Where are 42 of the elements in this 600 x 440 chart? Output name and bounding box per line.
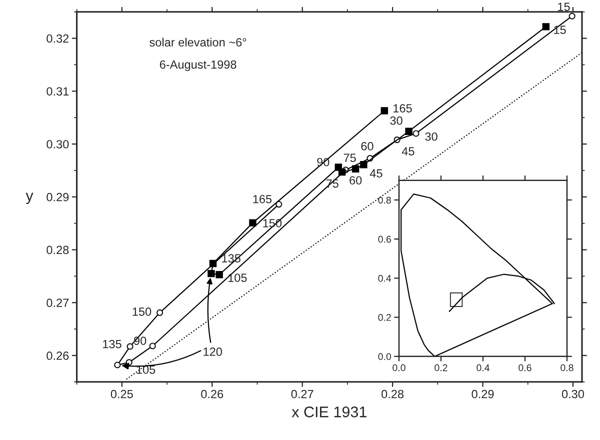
annotation: solar elevation ~6°: [150, 38, 246, 46]
y-tick-label: 0.32: [46, 34, 69, 43]
x-tick-label: 0.0: [392, 364, 406, 372]
y-tick-label: 0.31: [46, 87, 69, 96]
x-tick-label: 0.29: [472, 390, 494, 398]
annotation: 30: [425, 132, 438, 141]
x-axis-title: x CIE 1931: [292, 406, 366, 418]
annotation: 45: [370, 169, 382, 178]
y-tick-label: 0.0: [378, 353, 391, 360]
y-tick-label: 0.28: [46, 246, 69, 254]
x-tick-label: 0.8: [560, 364, 574, 372]
y-tick-label: 0.26: [46, 352, 69, 360]
annotation: 150: [132, 307, 152, 316]
annotation: 30: [390, 116, 402, 125]
annotation: 15: [554, 26, 566, 34]
annotation: 15: [558, 2, 570, 11]
x-tick-label: 0.30: [562, 390, 584, 398]
x-tick-label: 0.26: [201, 390, 224, 398]
x-tick-label: 0.27: [291, 390, 314, 398]
x-tick-label: 0.2: [434, 364, 448, 372]
annotation: 45: [402, 147, 414, 156]
y-tick-label: 0.4: [378, 274, 392, 282]
y-tick-label: 0.2: [378, 314, 391, 321]
y-tick-label: 0.8: [378, 196, 391, 204]
annotation: 120: [204, 348, 222, 356]
y-tick-label: 0.6: [378, 236, 391, 243]
annotation: 75: [344, 154, 356, 162]
y-axis-title: y: [26, 192, 34, 204]
x-tick-label: 0.6: [518, 364, 532, 372]
y-tick-label: 0.29: [46, 192, 69, 202]
annotation: 165: [253, 194, 272, 204]
annotation: 6-August-1998: [160, 60, 236, 72]
annotation: 90: [134, 336, 146, 345]
y-tick-label: 0.30: [46, 140, 69, 148]
annotation: 60: [361, 142, 374, 150]
x-tick-label: 0.25: [110, 390, 133, 398]
annotation: 135: [103, 340, 122, 348]
annotation: 165: [394, 104, 412, 113]
annotation: 60: [350, 176, 362, 185]
annotation: 105: [228, 274, 247, 282]
y-tick-label: 0.27: [46, 298, 69, 308]
x-tick-label: 0.4: [476, 364, 490, 372]
